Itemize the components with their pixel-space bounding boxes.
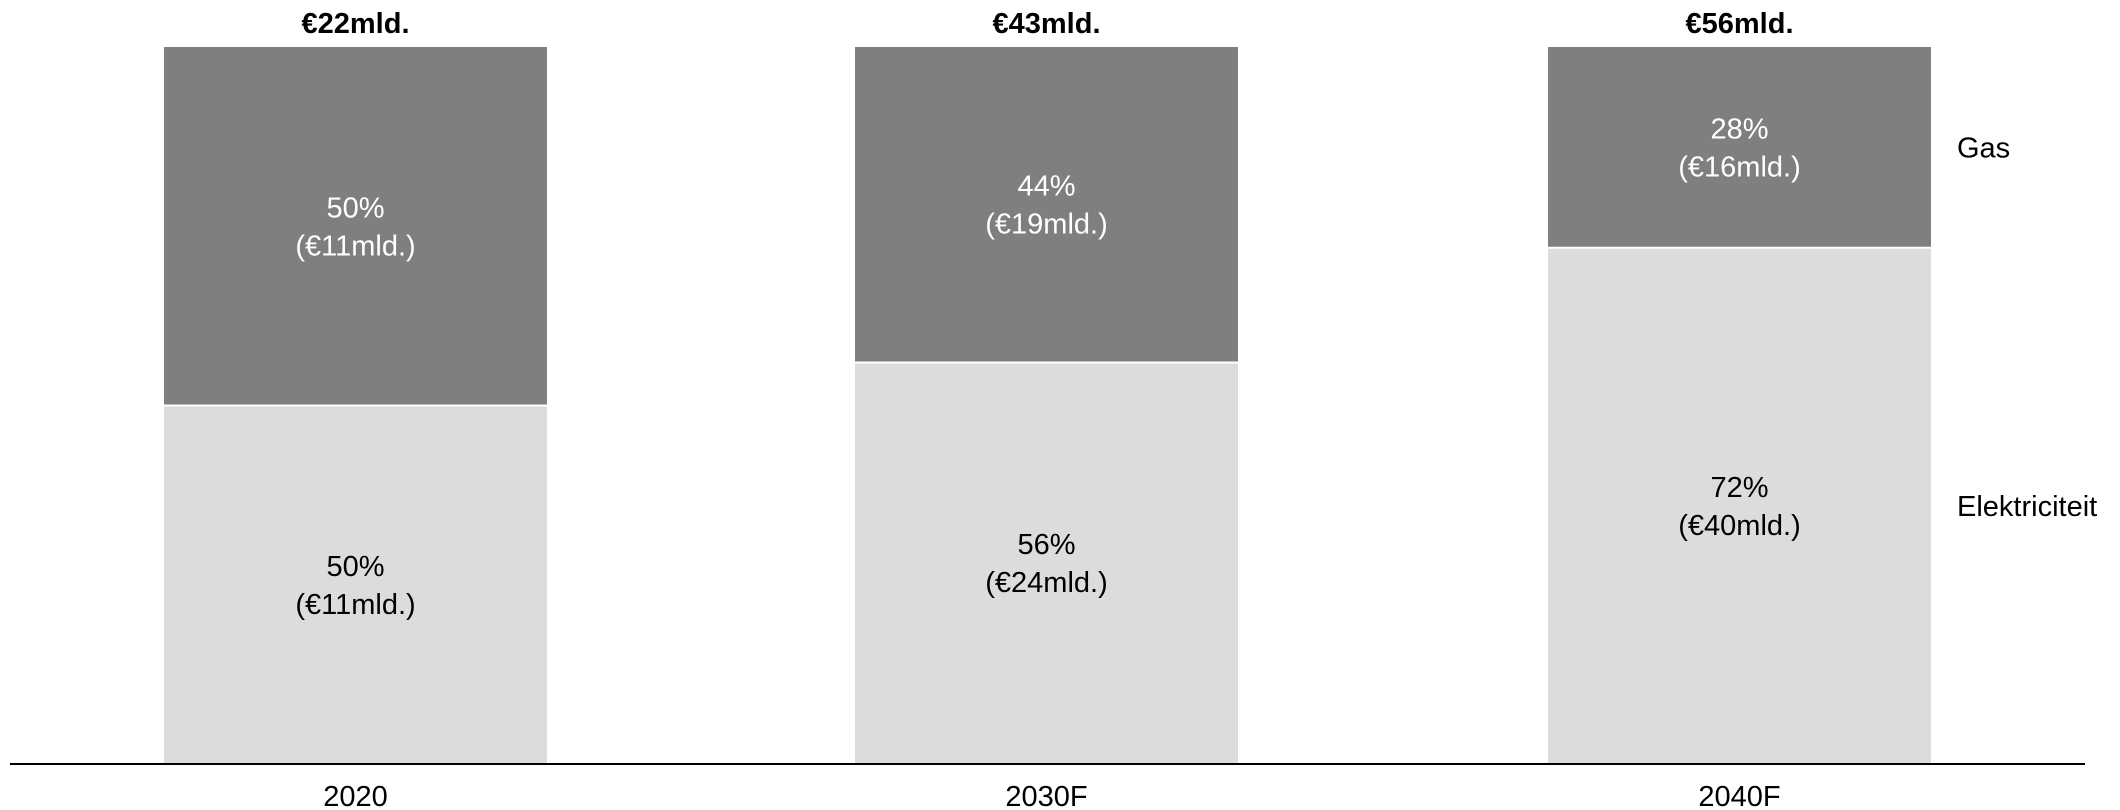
- x-tick-label: 2040F: [1698, 781, 1780, 810]
- segment-percent-label: 44%: [1017, 171, 1075, 203]
- bar-total-label: €56mld.: [1686, 8, 1794, 40]
- segment-percent-label: 50%: [326, 192, 384, 224]
- bar-total-label: €43mld.: [993, 8, 1101, 40]
- bar-segment-gas-2020: [164, 47, 547, 406]
- segment-percent-label: 50%: [326, 551, 384, 583]
- segment-percent-label: 72%: [1710, 472, 1768, 504]
- bar-segment-elektriciteit-2040f: [1548, 247, 1931, 764]
- segment-value-label: (€11mld.): [295, 230, 415, 262]
- x-tick-label: 2020: [323, 781, 388, 810]
- segment-value-label: (€19mld.): [985, 209, 1108, 241]
- segment-value-label: (€16mld.): [1678, 151, 1801, 183]
- segment-value-label: (€40mld.): [1678, 510, 1801, 542]
- segment-percent-label: 56%: [1017, 529, 1075, 561]
- segment-percent-label: 28%: [1710, 113, 1768, 145]
- legend-label-elektriciteit: Elektriciteit: [1957, 491, 2097, 523]
- segment-value-label: (€24mld.): [985, 567, 1108, 599]
- segment-value-label: (€11mld.): [295, 589, 415, 621]
- bar-total-label: €22mld.: [302, 8, 410, 40]
- labels-group: 50% (€11mld.) 50% (€11mld.) €22mld. 2020 56% (€…: [295, 8, 2097, 810]
- bar-segment-gas-2030f: [855, 47, 1238, 363]
- bar-segment-elektriciteit-2020: [164, 405, 547, 764]
- x-tick-label: 2030F: [1005, 781, 1087, 810]
- bars-group: [164, 47, 1931, 764]
- bar-segment-elektriciteit-2030f: [855, 362, 1238, 764]
- bar-segment-gas-2040f: [1548, 47, 1931, 248]
- legend-label-gas: Gas: [1957, 132, 2010, 164]
